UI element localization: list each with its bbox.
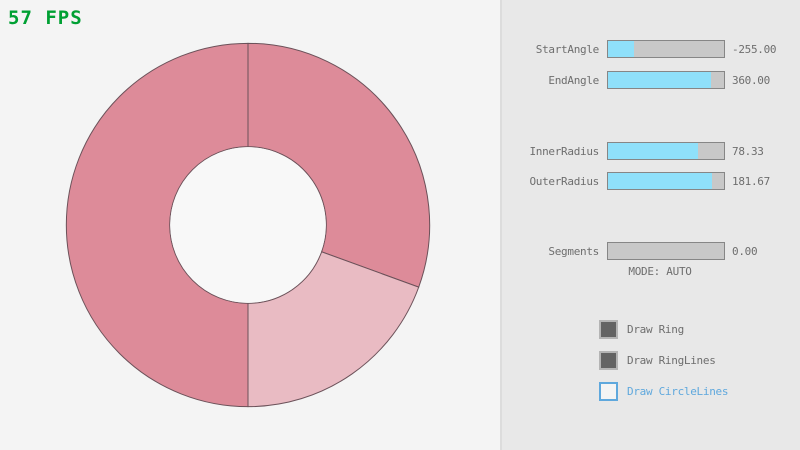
donut-hole	[170, 147, 326, 303]
slider-value-outerradius: 181.67	[732, 174, 770, 188]
checkbox-row-draw-circlelines[interactable]: Draw CircleLines	[599, 381, 728, 401]
slider-track-endangle[interactable]	[607, 71, 725, 89]
slider-label-startangle: StartAngle	[535, 42, 600, 56]
slider-fill-endangle	[608, 72, 712, 88]
donut-segments	[65, 42, 431, 408]
checkbox-label-draw-ringlines: Draw RingLines	[627, 353, 716, 367]
panel-divider	[500, 0, 502, 450]
donut-segment	[247, 251, 420, 408]
slider-value-startangle: -255.00	[732, 42, 777, 56]
slider-value-segments: 0.00	[732, 244, 758, 258]
slider-row-segments[interactable]: Segments 0.00	[502, 242, 800, 260]
checkbox-row-draw-ring[interactable]: Draw Ring	[599, 319, 684, 339]
checkbox-draw-ring[interactable]	[599, 319, 618, 339]
slider-value-endangle: 360.00	[732, 73, 770, 87]
slider-track-outerradius[interactable]	[607, 172, 725, 190]
slider-track-startangle[interactable]	[607, 40, 725, 58]
donut-segment	[247, 42, 431, 288]
slider-row-startangle[interactable]: StartAngle -255.00	[502, 40, 800, 58]
slider-track-innerradius[interactable]	[607, 142, 725, 160]
control-panel: StartAngle -255.00 EndAngle 360.00 Inner…	[502, 0, 800, 450]
render-canvas: 57 FPS	[8, 7, 431, 408]
donut-segment	[65, 42, 249, 408]
slider-fill-outerradius	[608, 173, 713, 189]
slider-fill-startangle	[608, 41, 634, 57]
donut-chart	[65, 42, 431, 408]
slider-value-innerradius: 78.33	[732, 144, 764, 158]
slider-label-innerradius: InnerRadius	[529, 144, 599, 158]
checkbox-row-draw-ringlines[interactable]: Draw RingLines	[599, 350, 716, 370]
slider-track-segments[interactable]	[607, 242, 725, 260]
slider-row-endangle[interactable]: EndAngle 360.00	[502, 71, 800, 89]
checkbox-draw-ringlines[interactable]	[599, 350, 618, 370]
checkbox-draw-circlelines[interactable]	[599, 381, 618, 401]
slider-label-outerradius: OuterRadius	[529, 174, 599, 188]
mode-label: MODE: AUTO	[628, 265, 692, 278]
slider-row-outerradius[interactable]: OuterRadius 181.67	[502, 172, 800, 190]
checkbox-label-draw-circlelines: Draw CircleLines	[627, 384, 729, 398]
slider-row-innerradius[interactable]: InnerRadius 78.33	[502, 142, 800, 160]
slider-label-endangle: EndAngle	[548, 73, 599, 87]
slider-fill-innerradius	[608, 143, 699, 159]
fps-counter: 57 FPS	[8, 7, 83, 29]
slider-label-segments: Segments	[548, 244, 599, 258]
checkbox-label-draw-ring: Draw Ring	[627, 322, 684, 336]
